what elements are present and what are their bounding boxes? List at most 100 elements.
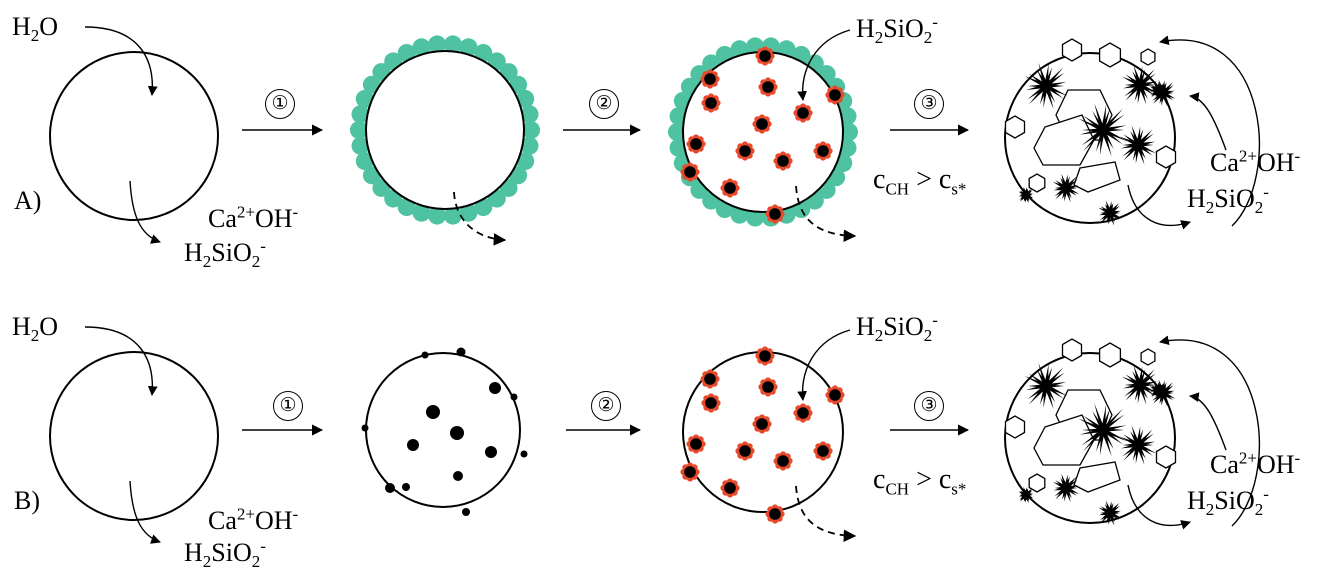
surface-hydrate-particle — [459, 203, 478, 222]
needle — [1078, 118, 1104, 132]
ion-supply-arrow — [1189, 392, 1227, 451]
silicate-nucleus — [680, 162, 700, 182]
ion-outflow-arrow — [129, 480, 161, 544]
needle — [1125, 74, 1142, 87]
row-b-label: B) — [14, 486, 40, 515]
needle — [1136, 129, 1144, 146]
needle — [1119, 136, 1139, 147]
needle — [1139, 81, 1158, 87]
needle — [1162, 90, 1175, 95]
surface-hydrate-particle — [355, 89, 374, 108]
nucleus-core — [724, 482, 736, 494]
unhydrated-grain — [49, 351, 219, 521]
initial-nucleus — [520, 450, 528, 458]
silicate-nucleus — [773, 451, 793, 471]
initial-nucleus — [489, 382, 501, 394]
nucleus-core — [690, 438, 702, 450]
nucleus-core — [777, 455, 789, 467]
needle — [1102, 128, 1128, 142]
row-a-step-3-marker: ③ — [914, 89, 944, 119]
initial-nucleus — [421, 351, 429, 359]
silicate-nucleus — [720, 478, 740, 498]
nucleus-core — [756, 418, 768, 430]
surface-hydrate-particle — [351, 105, 370, 124]
silicate-nucleus — [700, 369, 720, 389]
silicate-nucleus — [825, 385, 845, 405]
needle — [1081, 428, 1105, 446]
nucleus-core — [762, 381, 774, 393]
surface-hydrate-particle — [428, 35, 447, 54]
silicate-nucleus — [735, 441, 755, 461]
surface-hydrate-particle — [350, 121, 368, 139]
needle — [1138, 369, 1146, 386]
needle — [1132, 144, 1140, 161]
needle — [1137, 441, 1156, 447]
needle — [1081, 128, 1105, 146]
csh-needle-cluster — [1098, 500, 1122, 526]
nucleus-core — [797, 107, 809, 119]
ion-outflow-arrow — [129, 180, 161, 244]
row-b-reacting-ions-label: Ca2+OH- — [1210, 448, 1301, 479]
silicate-nucleus — [793, 403, 813, 423]
silicate-nucleus — [765, 504, 785, 524]
nucleus-core — [759, 50, 771, 62]
needle — [1121, 76, 1141, 87]
silicate-nucleus — [720, 178, 740, 198]
needle — [1137, 143, 1157, 154]
surface-hydrate-particle — [428, 206, 447, 225]
row-a-reacting-silicate-label: H2SiO2- — [1187, 182, 1269, 218]
row-a-supersaturation-condition: cCH > cs* — [873, 164, 967, 199]
portlandite-hexagon — [1028, 173, 1046, 193]
nucleus-core — [739, 145, 751, 157]
silicate-nucleus — [773, 151, 793, 171]
portlandite-hexagon — [1140, 48, 1156, 66]
needle — [1101, 414, 1125, 432]
nucleus-core — [817, 145, 829, 157]
needle — [1094, 103, 1105, 131]
csh-needle-cluster — [1149, 81, 1167, 99]
csh-needle-cluster — [1098, 200, 1122, 226]
silicate-nucleus — [758, 377, 778, 397]
silicate-nucleus — [755, 346, 775, 366]
needle — [1119, 436, 1139, 447]
needle — [1028, 73, 1048, 88]
csh-needle-cluster — [1078, 403, 1128, 457]
silicate-nucleus — [793, 103, 813, 123]
needle — [1109, 210, 1121, 215]
initial-nucleus — [407, 439, 419, 451]
silicate-nucleus — [813, 141, 833, 161]
silicate-nucleus — [758, 77, 778, 97]
nucleus-core — [704, 73, 716, 85]
initial-nucleus — [462, 508, 470, 516]
stage2-outflow-arrow — [453, 191, 507, 246]
needle — [1101, 129, 1112, 157]
silicate-nucleus — [700, 69, 720, 89]
initial-nucleus — [485, 446, 497, 458]
silicate-nucleus — [701, 93, 721, 113]
surface-hydrate-particle — [668, 123, 686, 141]
needle — [1044, 384, 1064, 399]
surface-hydrate-particle — [520, 105, 539, 124]
surface-hydrate-particle — [520, 136, 539, 155]
nucleus-core — [704, 373, 716, 385]
row-b-supersaturation-condition: cCH > cs* — [873, 464, 967, 499]
csh-needle-cluster — [1119, 425, 1157, 465]
csh-needle-cluster — [1018, 487, 1034, 503]
silicate-inflow-arrow — [797, 329, 851, 401]
needle — [1102, 425, 1127, 432]
needle — [1024, 376, 1047, 388]
surface-hydrate-particle — [516, 152, 535, 171]
csh-needle-cluster — [1024, 362, 1068, 410]
needle — [1044, 84, 1064, 99]
row-a-step-1-marker: ① — [265, 89, 295, 119]
nucleus-core — [739, 445, 751, 457]
needle — [1024, 76, 1047, 88]
nucleus-core — [705, 97, 717, 109]
stage3-outflow-arrow — [795, 185, 857, 243]
csh-needle-cluster — [1119, 125, 1157, 165]
nucleus-core — [756, 118, 768, 130]
portlandite-plate — [1073, 461, 1121, 493]
needle — [1096, 429, 1105, 452]
nucleus-core — [797, 407, 809, 419]
